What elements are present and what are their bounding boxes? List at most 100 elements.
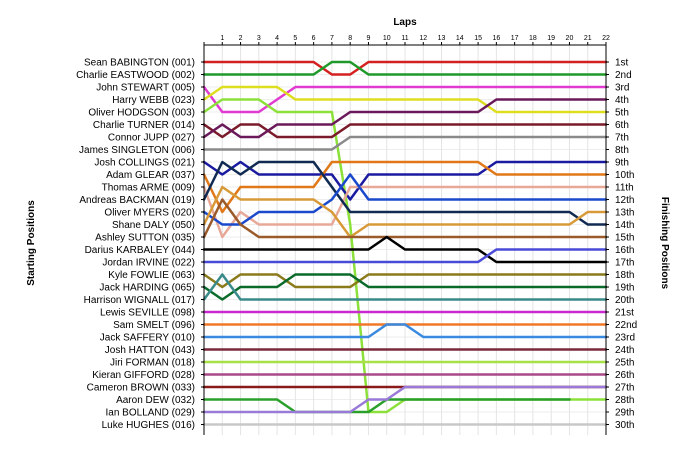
driver-label: Harrison WIGNALL (017) (84, 295, 195, 306)
series-lines (202, 60, 608, 426)
finish-position-label: 17th (615, 258, 634, 269)
driver-label: Josh COLLINGS (021) (94, 158, 195, 169)
series-line-19 (202, 273, 608, 301)
lap-tick-label: 17 (511, 35, 519, 42)
finish-position-label: 28th (615, 395, 634, 406)
driver-label: John STEWART (005) (96, 83, 195, 94)
finish-position-label: 22nd (615, 320, 637, 331)
driver-label: Andreas BACKMAN (019) (79, 195, 195, 206)
driver-label: Kyle FOWLIE (063) (108, 270, 195, 281)
lap-tick-label: 18 (529, 35, 537, 42)
finish-position-label: 16th (615, 245, 634, 256)
lap-tick-label: 14 (456, 35, 464, 42)
driver-label: Jack SAFFERY (010) (100, 333, 195, 344)
lap-tick-label: 3 (257, 35, 261, 42)
y-axis-left-title: Starting Positions (26, 200, 37, 286)
series-line-3 (202, 85, 608, 114)
finish-position-label: 24th (615, 345, 634, 356)
axis-labels: 1 2 3 4 5 6 7 8 9 10 11 12 13 14 15 16 17 18 19 20 21 22Sean … (76, 35, 637, 431)
driver-label: Charlie EASTWOOD (002) (76, 70, 195, 81)
driver-label: James SINGLETON (006) (79, 145, 195, 156)
driver-label: Cameron BROWN (033) (87, 383, 195, 394)
lap-tick-label: 12 (419, 35, 427, 42)
finish-position-label: 29th (615, 408, 634, 419)
series-line-10 (202, 160, 608, 214)
driver-label: Ian BOLLAND (029) (106, 408, 196, 419)
driver-label: Jordan IRVINE (022) (102, 258, 195, 269)
series-line-6 (202, 123, 608, 139)
driver-label: Connor JUPP (027) (108, 133, 195, 144)
series-line-13 (202, 173, 608, 226)
driver-label: Thomas ARME (009) (102, 183, 195, 194)
driver-label: Charlie TURNER (014) (93, 120, 195, 131)
lap-tick-label: 16 (492, 35, 500, 42)
series-line-23 (202, 323, 608, 339)
finish-position-label: 30th (615, 420, 634, 431)
series-line-18 (202, 273, 608, 289)
finish-position-label: 9th (615, 158, 629, 169)
driver-label: Harry WEBB (023) (112, 95, 195, 106)
finish-position-label: 1st (615, 58, 629, 69)
series-line-29 (202, 385, 608, 414)
series-line-16 (202, 235, 608, 264)
driver-label: Darius KARBALEY (044) (85, 245, 195, 256)
driver-label: Jiri FORMAN (018) (110, 358, 195, 369)
lap-tick-label: 15 (474, 35, 482, 42)
finish-position-label: 13th (615, 208, 634, 219)
finish-position-label: 4th (615, 95, 629, 106)
lap-tick-label: 9 (367, 35, 371, 42)
finish-position-label: 8th (615, 145, 629, 156)
lap-tick-label: 4 (275, 35, 279, 42)
series-line-1 (202, 60, 608, 76)
driver-label: Oliver MYERS (020) (104, 208, 195, 219)
driver-label: Adam GLEAR (037) (106, 170, 195, 181)
series-line-8 (202, 135, 608, 151)
series-line-4 (202, 85, 608, 114)
lap-tick-label: 11 (401, 35, 408, 42)
series-line-17 (202, 248, 608, 264)
driver-label: Aaron DEW (032) (116, 395, 195, 406)
finish-position-label: 21st (615, 308, 634, 319)
series-line-11 (202, 185, 608, 239)
driver-label: Ashley SUTTON (035) (95, 233, 195, 244)
driver-label: Lewis SEVILLE (098) (100, 308, 195, 319)
lap-tick-label: 2 (239, 35, 243, 42)
series-line-2 (202, 60, 608, 76)
driver-label: Jack HARDING (065) (99, 283, 195, 294)
finish-position-label: 10th (615, 170, 634, 181)
lap-tick-label: 22 (602, 35, 610, 42)
lap-tick-label: 5 (293, 35, 297, 42)
finish-position-label: 12th (615, 195, 634, 206)
series-line-20 (202, 273, 608, 301)
lap-tick-label: 10 (383, 35, 391, 42)
finish-position-label: 25th (615, 358, 634, 369)
lap-tick-label: 8 (348, 35, 352, 42)
driver-label: Luke HUGHES (016) (102, 420, 195, 431)
driver-label: Sean BABINGTON (001) (84, 58, 195, 69)
finish-position-label: 27th (615, 383, 634, 394)
finish-position-label: 2nd (615, 70, 632, 81)
driver-label: Josh HATTON (043) (105, 345, 195, 356)
finish-position-label: 6th (615, 120, 629, 131)
series-line-14 (202, 185, 608, 239)
driver-label: Kieran GIFFORD (028) (92, 370, 195, 381)
lap-tick-label: 20 (566, 35, 574, 42)
lap-tick-label: 7 (330, 35, 334, 42)
finish-position-label: 3rd (615, 83, 629, 94)
lap-tick-label: 19 (547, 35, 555, 42)
finish-position-label: 11th (615, 183, 634, 194)
plot-frame (201, 42, 609, 435)
finish-position-label: 26th (615, 370, 634, 381)
series-line-7 (202, 98, 608, 139)
finish-position-label: 18th (615, 270, 634, 281)
lap-tick-label: 1 (220, 35, 224, 42)
lap-tick-label: 13 (438, 35, 446, 42)
series-line-15 (202, 198, 608, 239)
x-axis-title: Laps (393, 17, 417, 28)
lap-tick-label: 21 (584, 35, 592, 42)
driver-label: Sam SMELT (096) (113, 320, 195, 331)
finish-position-label: 7th (615, 133, 629, 144)
finish-position-label: 15th (615, 233, 634, 244)
finish-position-label: 20th (615, 295, 634, 306)
